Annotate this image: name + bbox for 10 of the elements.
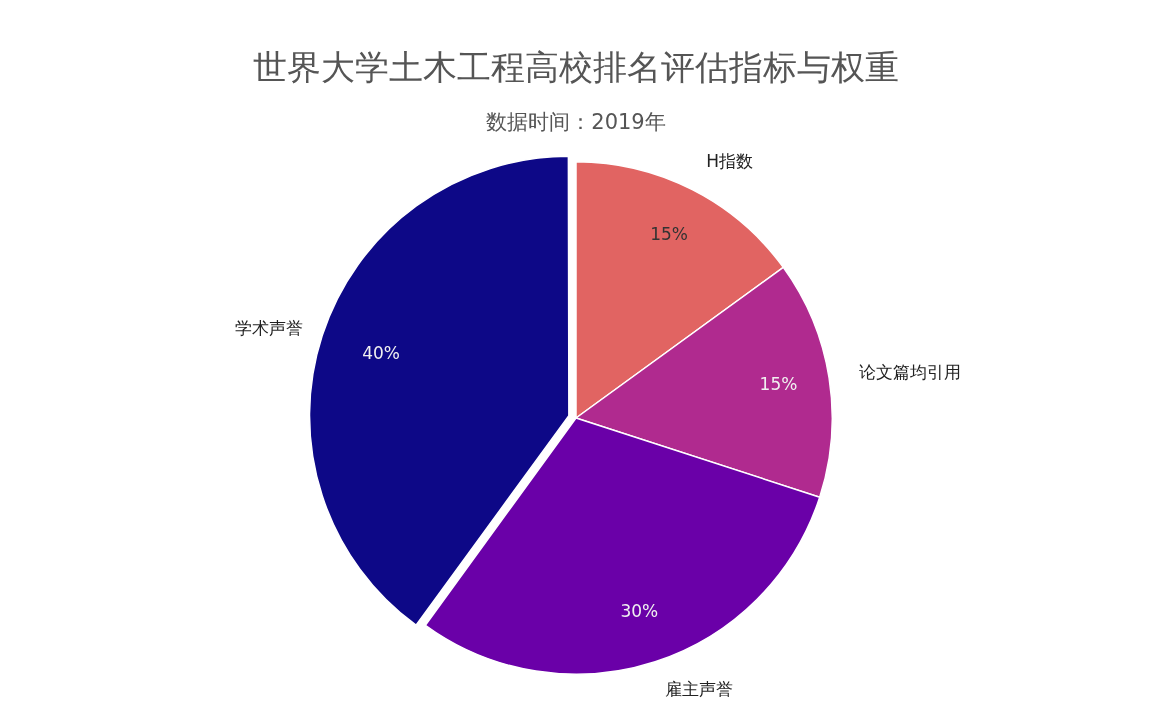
slice-label: 论文篇均引用 — [859, 361, 962, 382]
data-label: 30% — [620, 601, 659, 622]
chart-subtitle: 数据时间：2019年 — [486, 109, 666, 134]
chart-title: 世界大学土木工程高校排名评估指标与权重 — [253, 47, 899, 88]
slice-label: 雇主声誉 — [664, 679, 733, 700]
data-label: 40% — [362, 343, 400, 364]
slice-label: H指数 — [706, 150, 754, 171]
data-label: 15% — [650, 223, 688, 244]
slice-label: 学术声誉 — [235, 317, 304, 338]
data-label: 15% — [759, 374, 798, 395]
